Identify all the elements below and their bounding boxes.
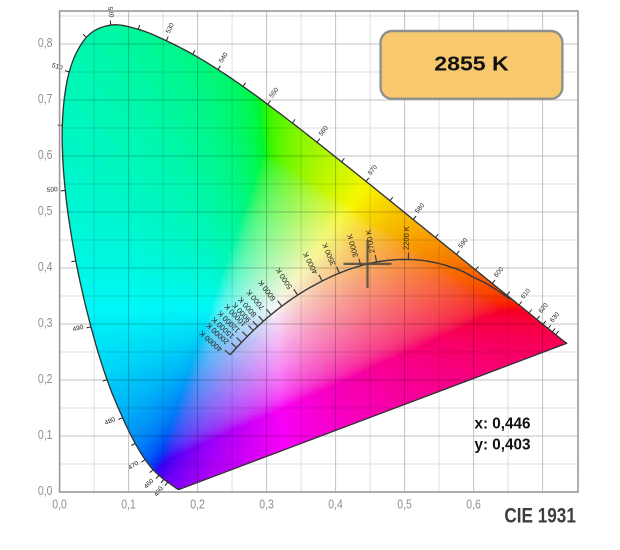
svg-text:0,0: 0,0 (38, 484, 53, 498)
svg-text:x: 0,446: x: 0,446 (475, 416, 531, 433)
svg-text:0,2: 0,2 (190, 498, 205, 512)
svg-text:0,4: 0,4 (328, 498, 343, 512)
svg-text:0,3: 0,3 (38, 316, 53, 330)
svg-text:0,2: 0,2 (38, 372, 53, 386)
svg-text:0,4: 0,4 (38, 260, 53, 274)
svg-text:0,7: 0,7 (38, 92, 53, 106)
svg-text:2855 K: 2855 K (434, 54, 509, 76)
svg-text:y: 0,403: y: 0,403 (475, 437, 531, 454)
svg-text:0,5: 0,5 (397, 498, 412, 512)
svg-text:0,5: 0,5 (38, 204, 53, 218)
svg-text:2200 K: 2200 K (402, 226, 412, 250)
svg-text:510: 510 (51, 62, 64, 72)
svg-text:540: 540 (218, 51, 230, 64)
svg-text:0,6: 0,6 (466, 498, 481, 512)
svg-text:0,0: 0,0 (52, 498, 67, 512)
svg-text:520: 520 (106, 6, 115, 18)
svg-text:0,8: 0,8 (38, 36, 53, 50)
svg-text:490: 490 (72, 324, 85, 334)
svg-text:500: 500 (46, 186, 58, 194)
svg-text:530: 530 (165, 22, 176, 35)
svg-text:0,1: 0,1 (38, 428, 53, 442)
svg-text:0,6: 0,6 (38, 148, 53, 162)
svg-text:0,1: 0,1 (121, 498, 136, 512)
svg-text:0,3: 0,3 (259, 498, 274, 512)
svg-text:CIE 1931: CIE 1931 (504, 504, 576, 528)
svg-text:480: 480 (104, 416, 117, 427)
